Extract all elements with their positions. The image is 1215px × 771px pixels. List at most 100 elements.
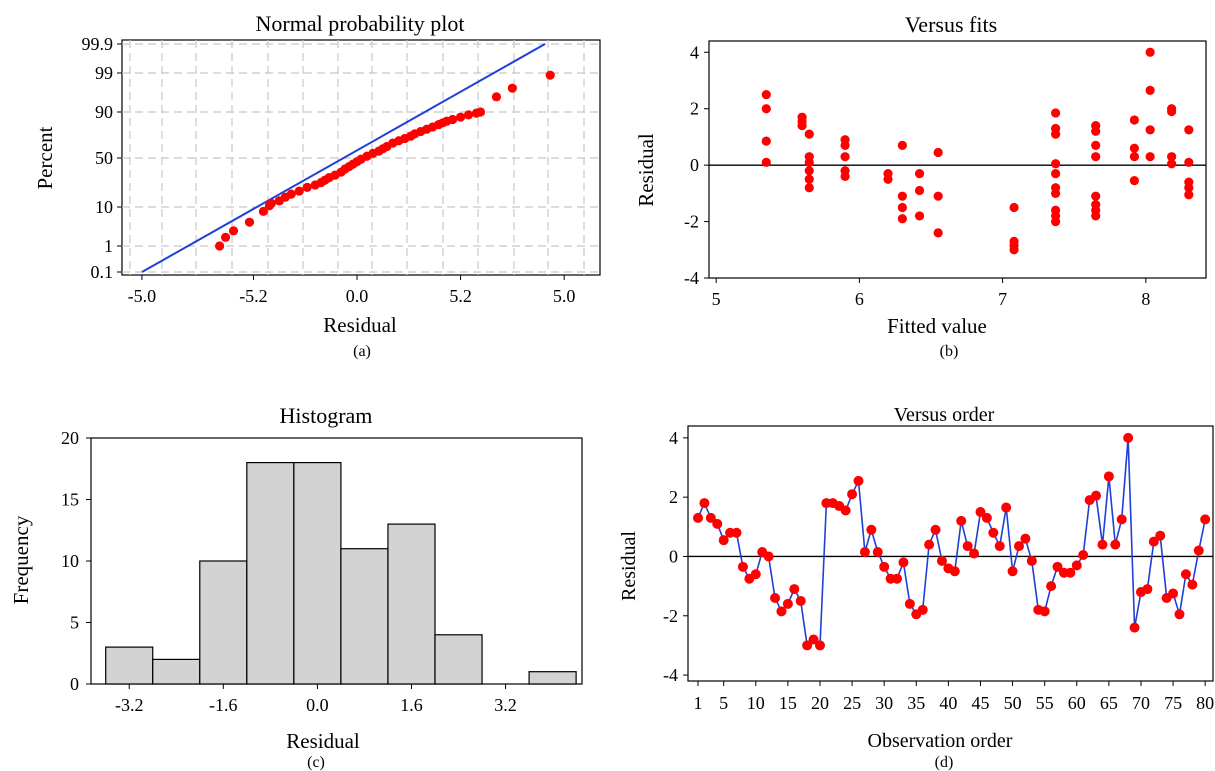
data-point [847,489,858,500]
data-point [266,198,276,208]
data-point [693,512,703,523]
data-point [1168,588,1179,599]
data-point [712,518,723,529]
y-tick-label: 4 [690,42,699,62]
data-point [804,174,814,184]
caption-a: (a) [353,343,371,360]
y-tick-label: 0 [690,155,699,175]
data-point [1145,125,1155,135]
data-point [924,539,935,550]
x-axis-label-b: Fitted value [887,314,987,338]
data-point [220,232,231,242]
data-point [750,569,761,580]
data-point [1078,549,1089,560]
data-point [962,541,973,552]
data-point [1187,579,1198,590]
data-points-a [214,70,555,251]
data-point [1091,490,1102,501]
y-tick-label: 50 [95,148,113,168]
chart-title-d: Versus order [894,404,995,426]
data-point [904,598,915,609]
data-point [804,183,814,193]
caption-d: (d) [935,754,954,771]
x-tick-label: 60 [1068,693,1086,713]
histogram-bar [246,462,295,685]
x-tick-label: 6 [855,289,864,309]
y-tick-label: 10 [95,197,113,217]
data-point [1142,584,1153,595]
y-axis-label-d: Residual [618,531,640,601]
data-point [804,166,814,176]
data-point [914,169,925,179]
data-point [1155,530,1166,541]
data-point [1184,183,1194,193]
data-point [1193,545,1204,556]
data-point [795,595,806,606]
data-point [930,524,941,535]
data-point [933,228,943,238]
x-tick-label: 10 [747,693,765,713]
data-point [840,140,850,150]
caption-b: (b) [940,343,959,360]
x-tick-label: 8 [1141,289,1150,309]
data-point [1039,606,1050,617]
y-tick-label: 99.9 [82,34,114,54]
x-tick-label: 7 [998,289,1007,309]
data-point [797,121,807,131]
data-point [804,129,814,139]
x-tick-label: 40 [939,693,957,713]
y-tick-label: -2 [663,606,678,626]
x-tick-label: 50 [1004,693,1022,713]
data-points-b [761,47,1194,255]
data-point [294,186,304,196]
data-point [1145,85,1155,95]
data-point [1065,567,1076,578]
x-tick-label: 25 [843,693,861,713]
data-point [804,157,814,167]
plot-frame-d [687,425,1214,682]
plot-frame-b [708,40,1207,279]
x-tick-label: 45 [971,693,989,713]
data-point [975,506,986,517]
data-point [1129,143,1139,153]
x-tick-label: 70 [1132,693,1150,713]
y-tick-label: 20 [61,428,79,448]
data-point [789,584,800,595]
data-point [1026,555,1037,566]
data-point [1129,622,1140,633]
data-point [1051,188,1061,198]
x-tick-label: 1 [694,693,703,713]
data-point [872,547,883,558]
fit-line [141,43,546,273]
y-tick-label: 99 [95,63,113,83]
data-point [214,241,225,251]
y-tick-label: 1 [104,236,113,256]
data-point [1091,152,1101,162]
y-axis-label-b: Residual [634,133,658,207]
data-point [802,640,813,651]
y-axis-label-a: Percent [33,126,57,189]
data-point [761,157,771,167]
data-point [866,524,877,535]
x-tick-label: 65 [1100,693,1118,713]
panel-normal-probability-plot: Normal probability plot 0.1 1 10 50 90 99 99.9… [33,11,601,360]
y-tick-label: 0 [70,674,79,694]
x-tick-label: 5.0 [553,286,576,306]
data-point [1167,159,1177,169]
data-point [840,152,850,162]
data-point [1145,47,1155,57]
data-point [1200,514,1211,525]
data-point [463,110,474,120]
x-tick-label: -5.2 [239,286,268,306]
data-point [969,548,980,559]
data-point [936,555,947,566]
chart-title-b: Versus fits [905,12,997,37]
x-tick-label: 3.2 [494,695,517,715]
y-tick-label: 2 [690,99,699,119]
data-point [258,206,269,216]
data-point [1184,157,1194,167]
axis-ticks-b: 5 6 7 8 -4 -2 0 2 4 [684,42,1150,309]
data-point [1014,541,1024,552]
histogram-bar [152,658,201,685]
data-point [228,226,239,236]
